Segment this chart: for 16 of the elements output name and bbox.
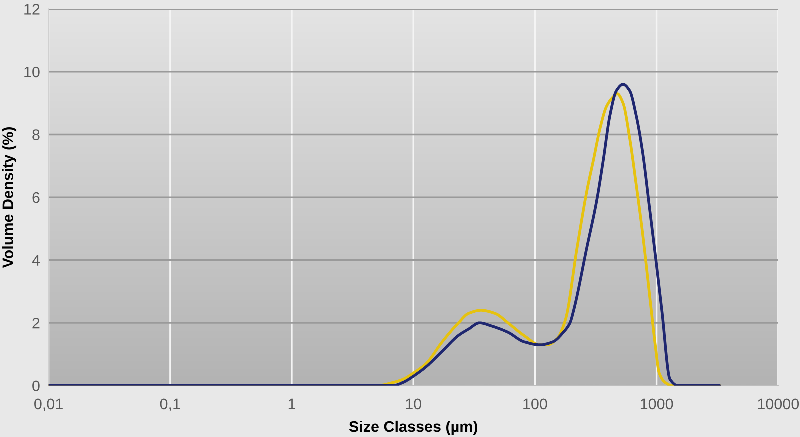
y-tick-label: 6 (32, 192, 40, 204)
y-axis-title: Volume Density (%) (2, 128, 17, 268)
y-tick-label: 2 (32, 318, 40, 329)
y-tick-label: 10 (24, 66, 40, 78)
x-tick-label: 0,01 (34, 398, 63, 412)
x-tick-label: 1 (288, 398, 296, 410)
y-tick-label: 12 (24, 4, 40, 15)
y-tick-label: 4 (32, 255, 40, 266)
x-tick-label: 0,1 (160, 398, 180, 412)
x-tick-label: 1000 (640, 398, 674, 410)
x-tick-label: 10 (406, 398, 422, 410)
x-axis-title: Size Classes (µm) (349, 420, 478, 436)
y-tick-label: 8 (32, 130, 40, 140)
y-tick-label: 0 (32, 380, 40, 392)
x-tick-label: 10000 (758, 398, 800, 410)
x-tick-label: 100 (524, 398, 548, 410)
